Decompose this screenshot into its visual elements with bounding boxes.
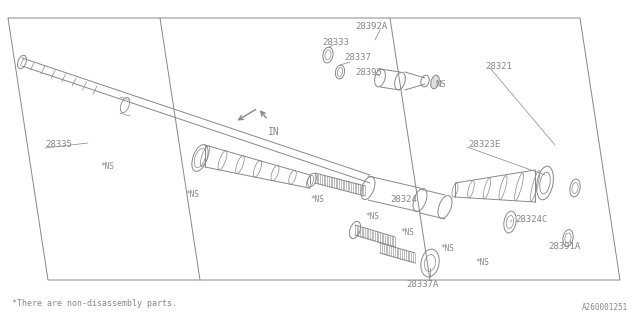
Text: 28323E: 28323E [468,140,500,149]
Text: 28392A: 28392A [355,22,387,31]
Text: *NS: *NS [400,228,414,237]
Text: 28324: 28324 [390,195,417,204]
Text: *NS: *NS [365,212,379,221]
Ellipse shape [431,75,439,89]
Text: A260001251: A260001251 [582,303,628,312]
Text: IN: IN [268,127,280,137]
Text: *NS: *NS [475,258,489,267]
Text: 28324C: 28324C [515,215,547,224]
Text: *NS: *NS [440,244,454,253]
Text: 28337: 28337 [344,53,371,62]
Text: *NS: *NS [100,162,114,171]
Text: *NS: *NS [310,195,324,204]
Text: NS: NS [435,80,445,89]
Text: 28337A: 28337A [406,280,438,289]
Text: *There are non-disassembly parts.: *There are non-disassembly parts. [12,299,177,308]
Text: 28395: 28395 [355,68,382,77]
Text: 28335: 28335 [45,140,72,149]
Text: *NS: *NS [185,190,199,199]
Text: 28391A: 28391A [548,242,580,251]
Text: 28321: 28321 [485,62,512,71]
Text: 28333: 28333 [322,38,349,47]
